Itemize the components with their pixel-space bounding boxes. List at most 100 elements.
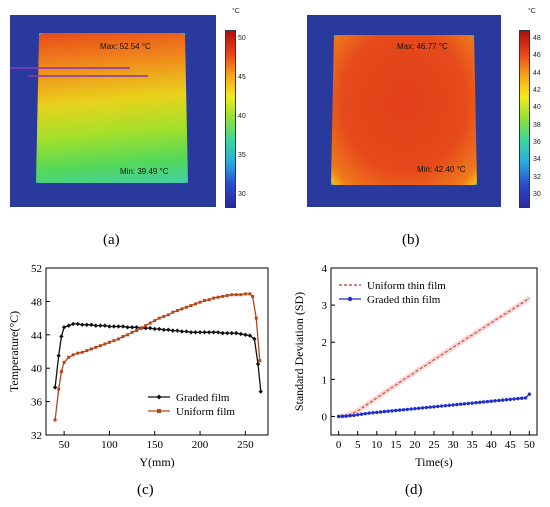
data-point (428, 405, 432, 409)
data-point (98, 323, 103, 328)
data-point (459, 402, 463, 406)
y-tick-label: 1 (322, 374, 328, 386)
data-point (162, 314, 166, 318)
data-point (258, 389, 263, 394)
y-tick-label: 0 (322, 411, 328, 423)
x-tick-label: 50 (59, 439, 71, 451)
data-point (59, 370, 63, 374)
colorbar-tick-label: 42 (533, 87, 541, 94)
data-point (497, 398, 501, 403)
data-point (126, 333, 130, 337)
data-point (62, 360, 66, 364)
series-line (54, 323, 262, 392)
x-tick-label: 5 (355, 439, 361, 451)
data-point (371, 411, 375, 415)
x-tick-label: 20 (409, 439, 421, 451)
data-point (120, 324, 126, 329)
colorbar-b (519, 30, 530, 208)
colorbar-unit-a: °C (232, 8, 240, 15)
data-point (157, 316, 161, 320)
thermal-sample-b (331, 35, 477, 185)
data-point (413, 406, 417, 411)
data-point (409, 407, 413, 411)
data-point (184, 329, 189, 334)
data-point (98, 344, 102, 348)
legend-label: Graded film (176, 392, 230, 404)
data-point (375, 410, 379, 415)
colorbar-tick-label: 40 (238, 113, 246, 120)
data-point (171, 310, 175, 314)
data-point (254, 316, 258, 320)
data-point (443, 403, 448, 408)
colorbar-tick-label: 30 (533, 191, 541, 198)
data-point (359, 412, 364, 416)
data-point (144, 324, 148, 328)
x-tick-label: 40 (486, 439, 498, 451)
colorbar-tick-label: 50 (238, 35, 246, 42)
data-point (516, 396, 520, 401)
data-point (221, 294, 225, 298)
colorbar-tick-label: 40 (533, 104, 541, 112)
caption-d: (d) (405, 482, 423, 498)
data-point (116, 337, 120, 341)
data-point (89, 347, 93, 351)
data-point (161, 327, 166, 332)
data-point (382, 409, 387, 414)
data-point (367, 411, 371, 415)
data-point (93, 323, 99, 328)
colorbar-unit-b: °C (528, 8, 536, 15)
data-point (215, 330, 221, 335)
data-point (152, 326, 157, 332)
data-point (255, 361, 261, 367)
data-point (193, 330, 198, 335)
data-point (212, 296, 216, 300)
data-point (386, 409, 390, 413)
data-point (148, 321, 152, 325)
data-point (356, 413, 360, 417)
data-point (121, 334, 125, 338)
legend-marker (157, 409, 161, 413)
data-point (198, 300, 202, 304)
data-point (466, 401, 471, 406)
data-point (229, 330, 234, 336)
x-tick-label: 50 (524, 439, 536, 451)
data-point (243, 292, 247, 296)
caption-a: (a) (103, 232, 120, 248)
colorbar-tick-label: 38 (533, 121, 541, 129)
y-tick-label: 3 (322, 300, 328, 312)
data-point (344, 414, 348, 418)
min-temp-label-b: Min: 42.40 °C (417, 165, 466, 174)
data-point (85, 349, 89, 353)
data-point (258, 359, 262, 363)
data-point (508, 397, 512, 402)
data-point (420, 406, 425, 410)
sd-chart: 0 5 10 15 20 25 30 35 40 45 50 0 1 2 3 4 Time(s) Standard… (292, 263, 538, 469)
data-point (157, 326, 162, 332)
data-point (401, 408, 406, 412)
x-tick-label: 100 (101, 439, 118, 451)
data-point (455, 402, 459, 407)
colorbar-tick-label: 30 (238, 191, 246, 198)
data-point (348, 414, 352, 418)
data-point (234, 293, 238, 297)
y-tick-label: 48 (31, 296, 43, 308)
data-point (184, 305, 188, 309)
caption-c: (c) (137, 482, 154, 498)
data-point (439, 404, 444, 408)
data-point (112, 339, 116, 343)
data-point (225, 294, 229, 298)
data-point (504, 398, 509, 402)
y-tick-label: 2 (322, 337, 328, 349)
data-point (59, 334, 64, 339)
data-point (247, 333, 253, 338)
y-axis-label: Temperature(°C) (7, 311, 21, 392)
data-point (189, 304, 193, 308)
data-point (340, 414, 345, 418)
y-tick-label: 32 (31, 430, 42, 442)
colorbar-tick-label: 35 (238, 152, 246, 159)
colorbar-tick-label: 36 (533, 139, 541, 146)
legend-marker (156, 394, 162, 400)
data-point (94, 345, 98, 349)
data-point (153, 319, 157, 323)
data-point (102, 323, 108, 328)
